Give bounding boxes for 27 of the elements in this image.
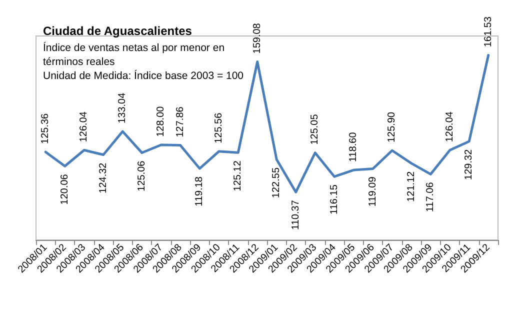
data-label: 119.18 [194,176,206,206]
annotation: Unidad de Medida: Índice base 2003 = 100 [43,69,244,82]
data-label: 133.04 [117,92,128,124]
chart-title: Ciudad de Aguascalientes [43,24,192,38]
data-label: 128.00 [156,106,167,137]
data-label: 125.05 [310,114,321,145]
data-label: 125.06 [136,160,148,192]
data-label: 125.12 [232,160,244,192]
data-label: 125.90 [386,111,398,143]
data-label: 122.55 [271,167,282,198]
data-label: 126.04 [78,111,90,142]
data-label: 120.06 [59,174,70,205]
data-label: 110.37 [290,200,302,230]
data-label: 119.09 [367,176,378,207]
data-label: 116.15 [328,184,340,214]
data-label: 118.60 [348,132,360,162]
data-label: 121.12 [406,170,417,202]
chart-subtitle: Índice de ventas netas al por menor en términos reales [43,41,228,68]
data-label: 126.04 [444,111,456,142]
data-label: 125.36 [40,112,52,144]
data-label: 159.08 [252,22,263,54]
data-label: 125.56 [213,112,224,144]
data-label: 127.86 [174,106,186,138]
data-label: 124.32 [98,162,109,194]
data-label: 117.06 [425,182,436,212]
data-label: 161.53 [482,16,494,48]
data-label: 129.32 [464,148,475,180]
